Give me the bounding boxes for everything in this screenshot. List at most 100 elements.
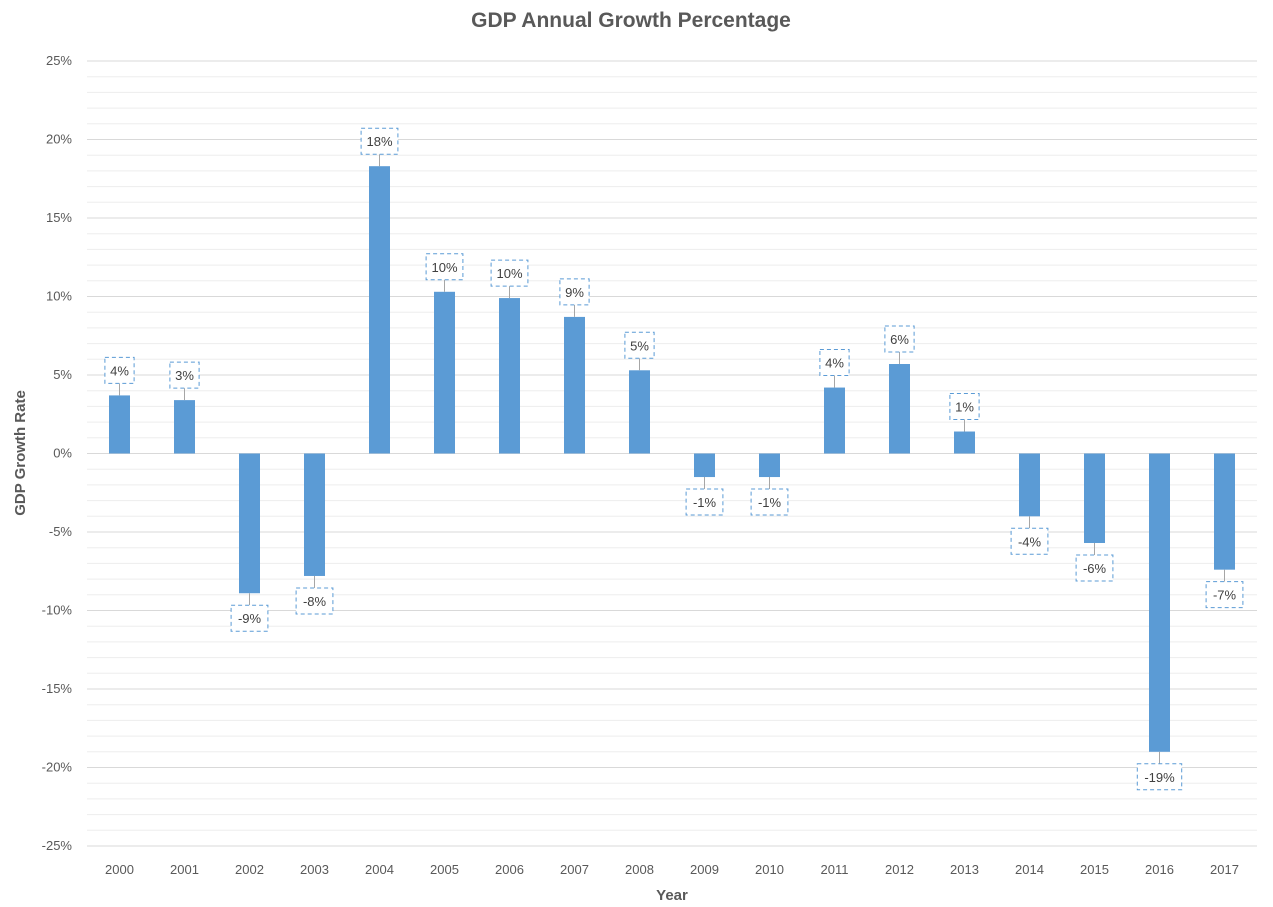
- data-label-box: [750, 488, 789, 516]
- x-tick-label: 2009: [690, 862, 719, 877]
- data-label-text: 10%: [496, 266, 522, 281]
- x-tick-label: 2002: [235, 862, 264, 877]
- y-tick-label: 0%: [53, 446, 72, 461]
- data-label-text: 5%: [630, 338, 649, 353]
- bar-2016: [1149, 453, 1170, 752]
- bar-2007: [564, 316, 585, 454]
- data-label-box: [1136, 763, 1183, 791]
- x-tick-label: 2010: [755, 862, 784, 877]
- y-axis-ticks: 25% 20% 15% 10% 5% 0% -5% -10% -15% -20% -25%: [42, 53, 73, 853]
- data-label-text: -19%: [1144, 770, 1175, 785]
- bar-2005: [434, 291, 455, 454]
- data-label-2001: 3%: [169, 361, 200, 401]
- bar-2014: [1019, 453, 1040, 517]
- data-label-text: -1%: [758, 495, 782, 510]
- data-label-text: 6%: [890, 332, 909, 347]
- data-label-text: -4%: [1018, 534, 1042, 549]
- data-label-box: [169, 361, 200, 389]
- x-tick-label: 2011: [821, 862, 849, 877]
- data-label-box: [104, 356, 135, 384]
- data-label-text: -7%: [1213, 588, 1237, 603]
- bar-2001: [174, 400, 195, 454]
- data-label-text: 4%: [825, 356, 844, 371]
- y-tick-label: 10%: [46, 289, 72, 304]
- data-label-box: [559, 278, 590, 306]
- bar-2011: [824, 387, 845, 454]
- bar-2000: [109, 395, 130, 454]
- data-label-2013: 1%: [949, 393, 980, 432]
- x-tick-label: 2004: [365, 862, 394, 877]
- bar-2012: [889, 364, 910, 454]
- data-label-2016: -19%: [1136, 751, 1183, 791]
- y-tick-label: -10%: [42, 603, 73, 618]
- data-label-2000: 4%: [104, 356, 135, 396]
- data-label-text: 4%: [110, 363, 129, 378]
- data-label-text: -1%: [693, 495, 717, 510]
- data-label-text: 1%: [955, 400, 974, 415]
- data-label-box: [295, 587, 334, 615]
- x-tick-label: 2001: [170, 862, 199, 877]
- x-tick-label: 2015: [1080, 862, 1109, 877]
- x-axis-title: Year: [656, 887, 688, 904]
- x-tick-label: 2003: [300, 862, 329, 877]
- bar-2003: [304, 453, 325, 576]
- data-labels: 4% 3% -9% -8% 18% 10% 10% 9% 5% -1% -1% 4% 6% 1% -4% -6…: [104, 127, 1244, 791]
- data-label-box: [360, 127, 399, 155]
- data-label-box: [230, 604, 269, 632]
- data-label-2006: 10%: [490, 259, 529, 299]
- y-tick-label: -20%: [42, 760, 73, 775]
- data-label-box: [685, 488, 724, 516]
- data-label-box: [1205, 581, 1244, 609]
- y-tick-label: 5%: [53, 367, 72, 382]
- x-tick-label: 2014: [1015, 862, 1044, 877]
- data-label-2003: -8%: [295, 575, 334, 615]
- data-label-box: [490, 259, 529, 287]
- data-label-2017: -7%: [1205, 569, 1244, 609]
- x-tick-label: 2008: [625, 862, 654, 877]
- data-label-box: [819, 349, 850, 377]
- y-tick-label: 15%: [46, 210, 72, 225]
- x-tick-label: 2016: [1145, 862, 1174, 877]
- data-label-2012: 6%: [884, 325, 915, 365]
- data-label-box: [884, 325, 915, 353]
- x-tick-label: 2007: [560, 862, 589, 877]
- x-tick-label: 2012: [885, 862, 914, 877]
- data-label-2007: 9%: [559, 278, 590, 317]
- data-label-text: 9%: [565, 285, 584, 300]
- bar-2004: [369, 166, 390, 454]
- x-tick-label: 2006: [495, 862, 524, 877]
- bar-2015: [1084, 453, 1105, 543]
- x-tick-label: 2000: [105, 862, 134, 877]
- data-label-text: 18%: [366, 134, 392, 149]
- data-label-box: [949, 393, 980, 421]
- data-label-2010: -1%: [750, 477, 789, 516]
- data-label-text: -6%: [1083, 561, 1107, 576]
- bar-2013: [954, 431, 975, 454]
- bars: [109, 166, 1235, 752]
- data-label-box: [425, 253, 464, 281]
- bar-2010: [759, 453, 780, 478]
- data-label-2002: -9%: [230, 593, 269, 632]
- data-label-box: [1010, 527, 1049, 555]
- data-label-2009: -1%: [685, 477, 724, 516]
- y-tick-label: 20%: [46, 132, 72, 147]
- data-label-2004: 18%: [360, 127, 399, 167]
- chart-title: GDP Annual Growth Percentage: [471, 9, 791, 32]
- gridlines: [87, 60, 1257, 847]
- x-tick-label: 2005: [430, 862, 459, 877]
- data-label-2005: 10%: [425, 253, 464, 292]
- x-tick-label: 2017: [1210, 862, 1239, 877]
- data-label-text: -8%: [303, 594, 327, 609]
- y-tick-label: -15%: [42, 681, 73, 696]
- y-tick-label: 25%: [46, 53, 72, 68]
- bar-2008: [629, 370, 650, 454]
- bar-2017: [1214, 453, 1235, 570]
- data-label-box: [1075, 554, 1114, 582]
- data-label-text: 3%: [175, 368, 194, 383]
- x-tick-label: 2013: [950, 862, 979, 877]
- y-tick-label: -5%: [49, 524, 73, 539]
- data-label-2011: 4%: [819, 349, 850, 388]
- data-label-text: -9%: [238, 611, 262, 626]
